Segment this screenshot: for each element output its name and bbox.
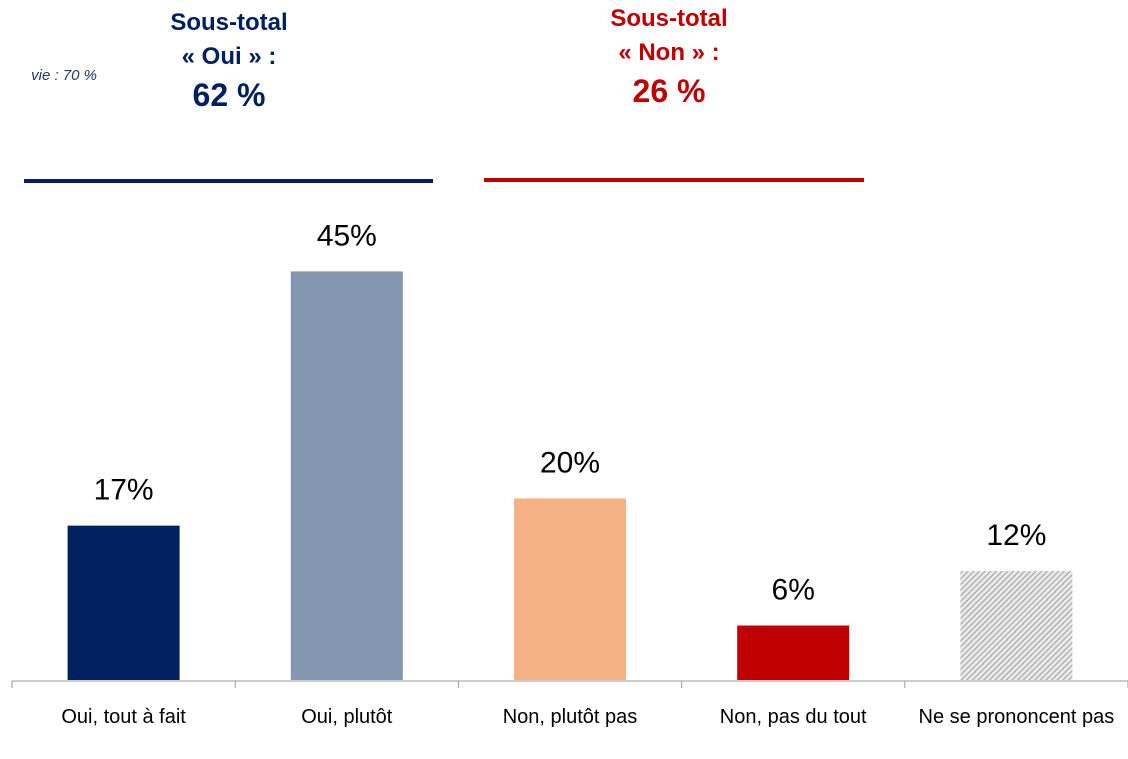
note: vie : 70 % — [31, 67, 97, 84]
subtotal-title: Sous-total — [610, 5, 728, 32]
x-tick-label: Oui, plutôt — [301, 706, 393, 728]
value-label: 45% — [317, 219, 377, 252]
value-label: 6% — [772, 573, 815, 606]
subtotal-title: Sous-total — [170, 9, 288, 36]
x-tick-label: Non, pas du tout — [719, 706, 867, 728]
x-tick-label: Oui, tout à fait — [61, 706, 186, 728]
x-tick-label: Non, plutôt pas — [502, 706, 638, 728]
bar — [290, 271, 403, 680]
bar — [737, 625, 850, 680]
bar — [960, 571, 1073, 680]
value-label: 20% — [540, 446, 600, 479]
bar — [514, 498, 626, 680]
value-label: 17% — [94, 474, 154, 507]
value-label: 12% — [986, 519, 1046, 552]
bar — [67, 525, 180, 680]
subtotal-group: « Oui » : — [181, 43, 277, 70]
subtotal-value: 62 % — [192, 77, 266, 113]
subtotal-group: « Non » : — [618, 39, 720, 66]
x-tick-label: Ne se prononcent pas — [918, 706, 1115, 728]
subtotal: Sous-total « Oui » : 62 % — [109, 6, 349, 116]
subtotal-value: 26 % — [632, 73, 706, 109]
subtotal: Sous-total « Non » : 26 % — [549, 2, 789, 112]
